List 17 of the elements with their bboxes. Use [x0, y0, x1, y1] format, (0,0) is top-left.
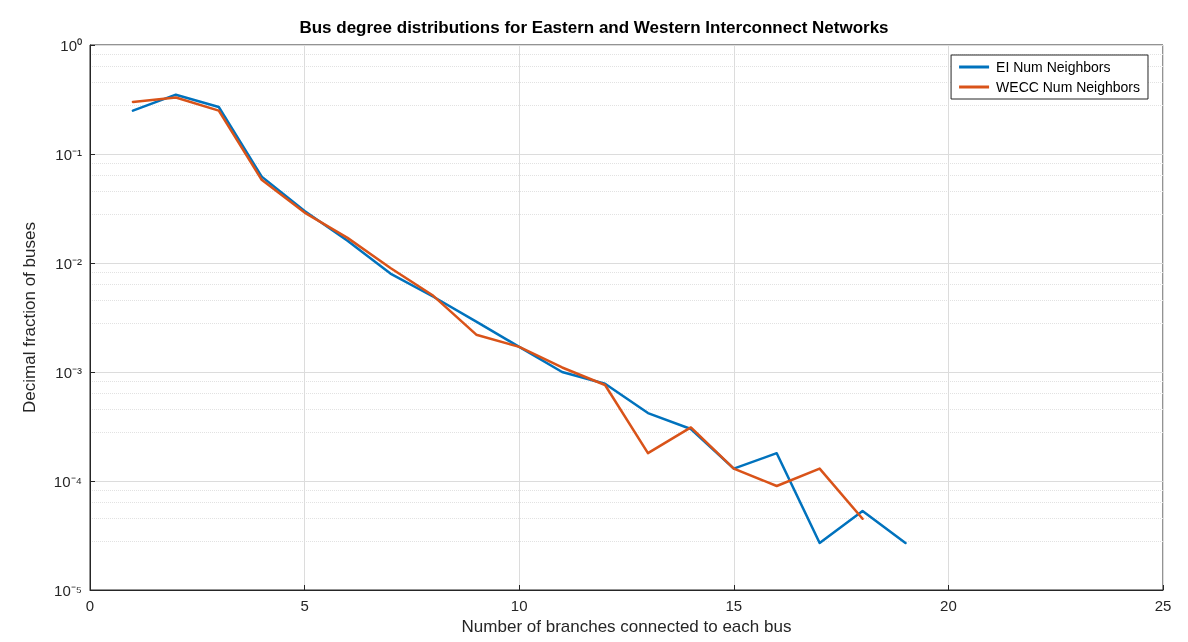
y-tick-label: 10⁰: [60, 36, 82, 54]
y-tick-label: 10⁻¹: [55, 145, 82, 163]
y-tick-label: 10⁻²: [55, 254, 82, 272]
x-tick-label: 5: [300, 597, 309, 614]
chart-title: Bus degree distributions for Eastern and Western Interconnect Networks: [299, 18, 889, 37]
y-tick-label: 10⁻³: [55, 363, 82, 381]
y-tick-label: 10⁻⁴: [53, 472, 82, 490]
x-tick-label: 25: [1154, 597, 1172, 614]
x-tick-label: 20: [940, 597, 957, 614]
legend-label: EI Num Neighbors: [996, 59, 1111, 75]
y-tick-label: 10⁻⁵: [54, 581, 82, 599]
legend-label: WECC Num Neighbors: [996, 79, 1141, 95]
x-axis-title: Number of branches connected to each bus: [461, 617, 792, 636]
x-tick-label: 10: [510, 597, 528, 614]
x-tick-label: 15: [725, 597, 743, 614]
x-tick-label: 0: [85, 597, 95, 614]
y-axis-title: Decimal fraction of buses: [20, 222, 39, 413]
